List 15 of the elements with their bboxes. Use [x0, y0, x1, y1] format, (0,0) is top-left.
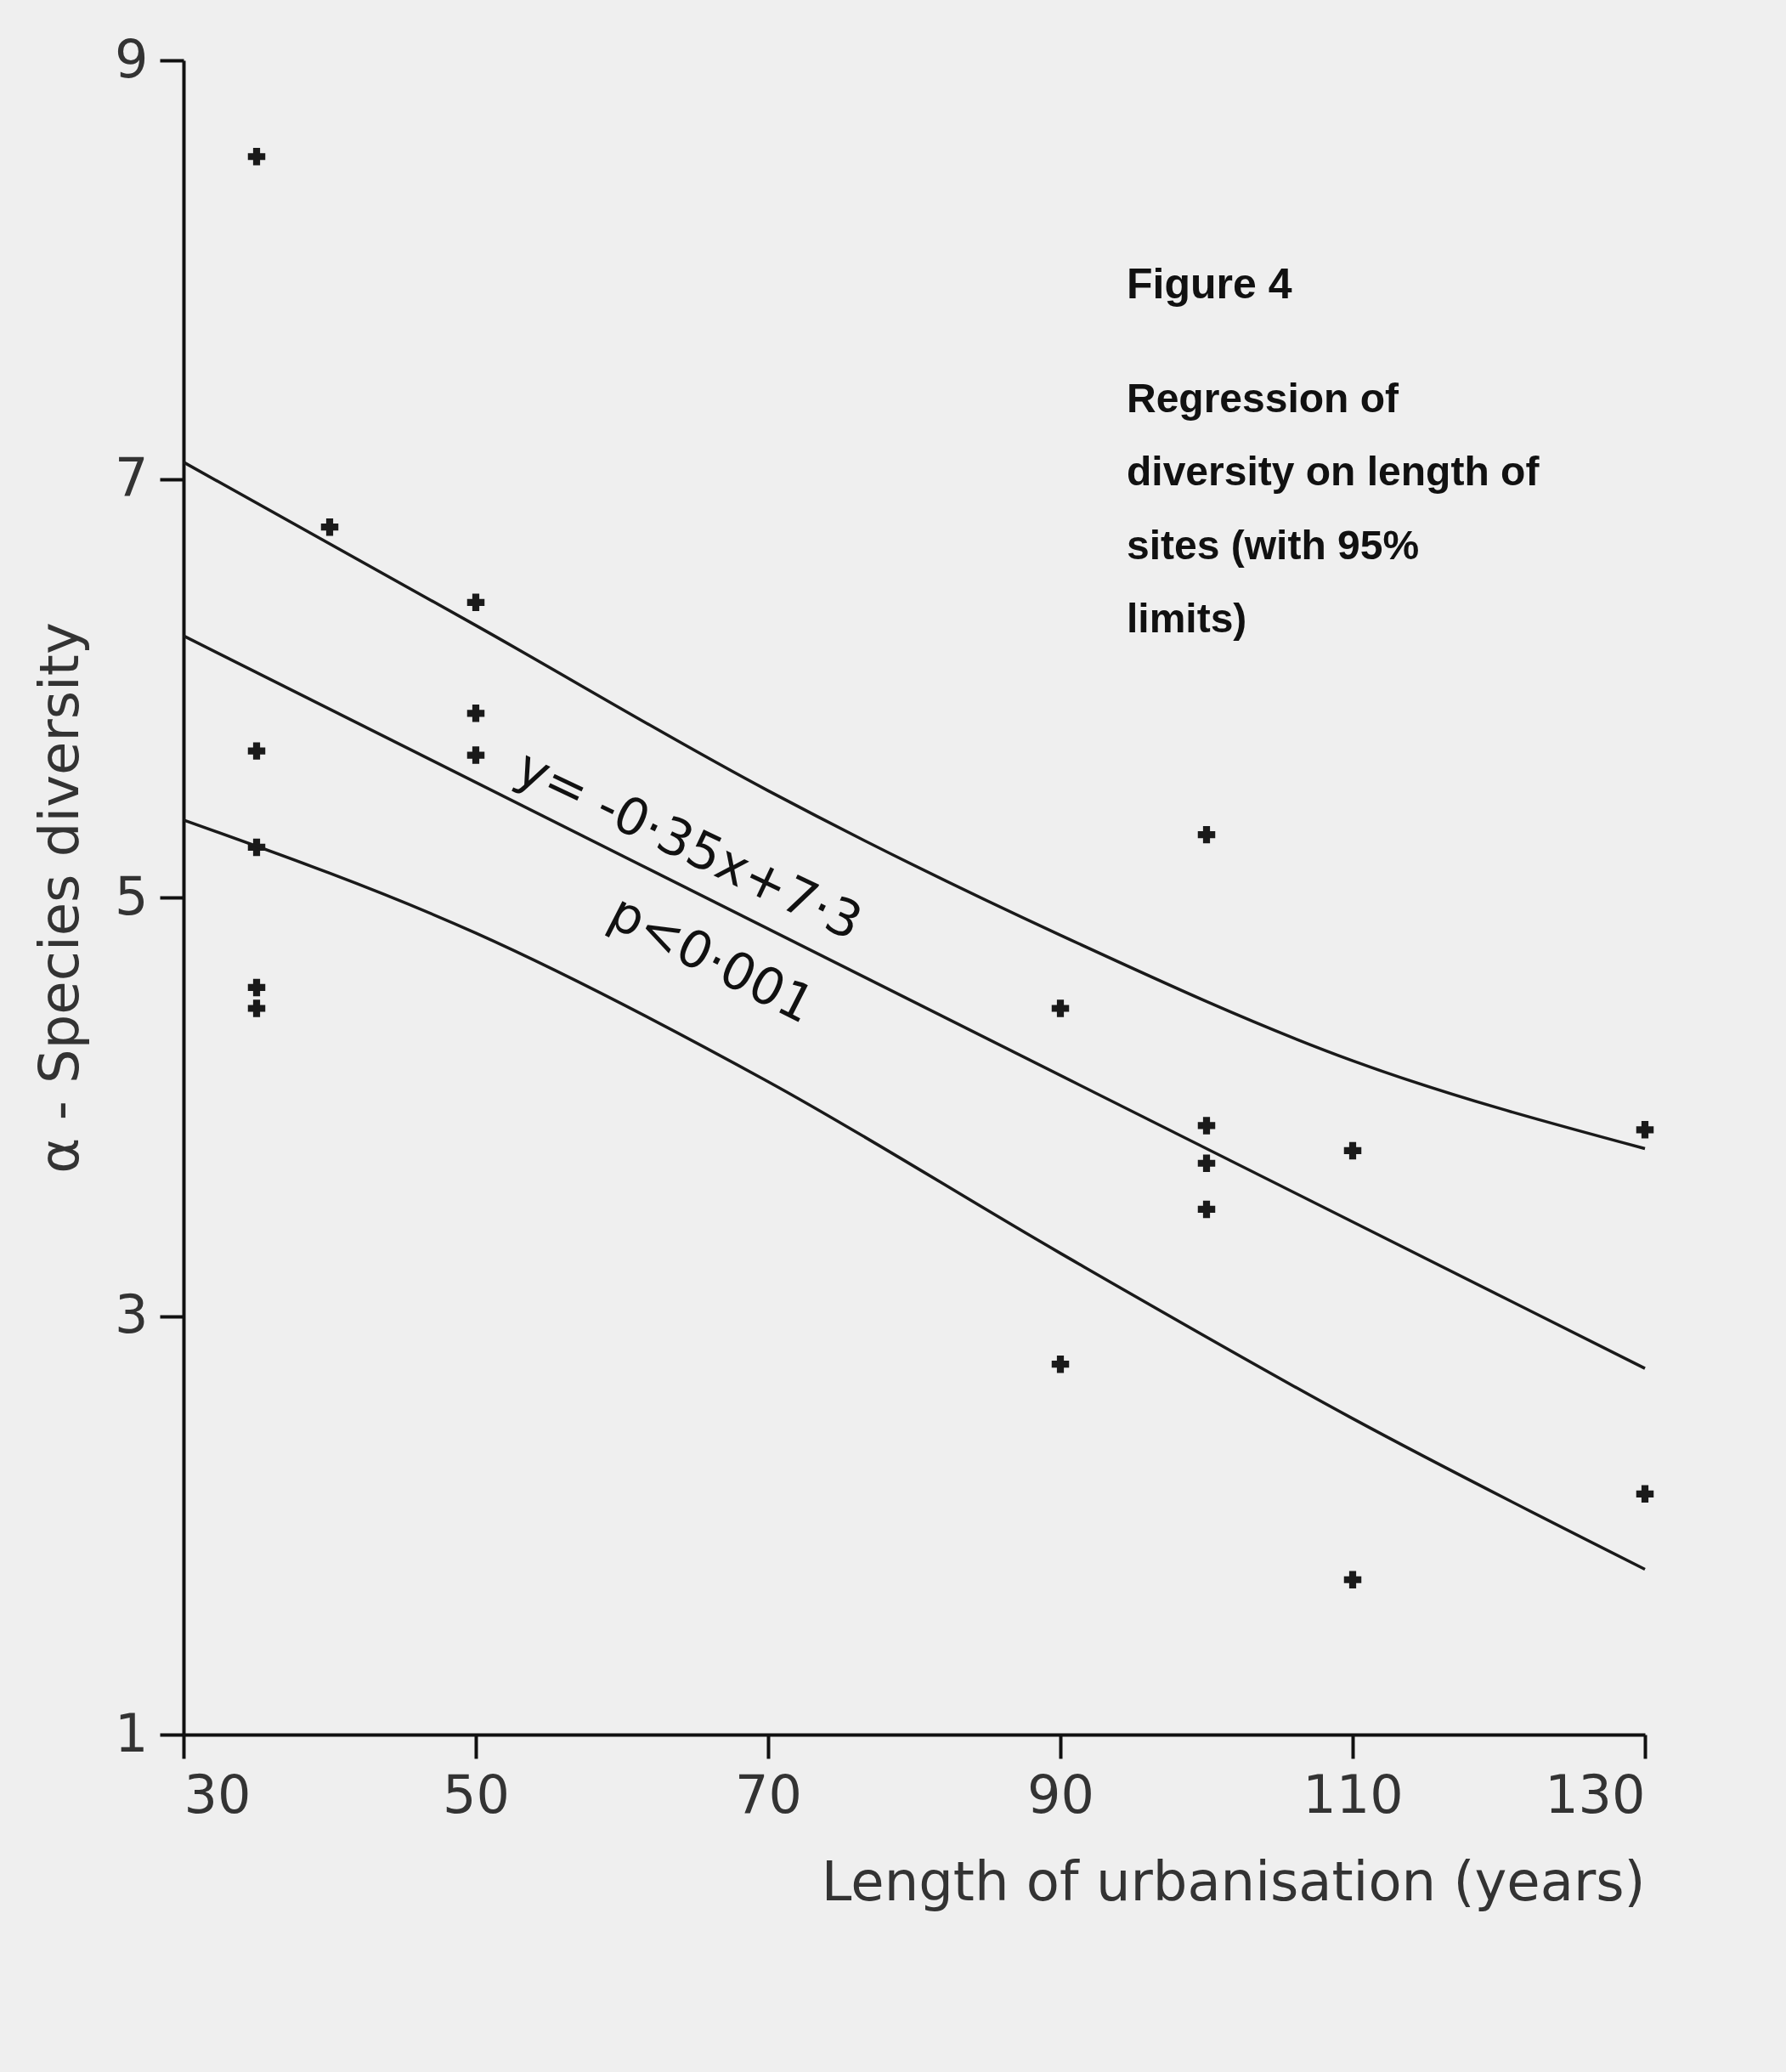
- y-tick-label: 7: [115, 446, 149, 508]
- y-tick-label: 5: [115, 864, 149, 927]
- annotation: Regression of diversity on length of sites (with 95% limits): [1127, 376, 1540, 642]
- annotation: Figure 4: [1127, 260, 1292, 308]
- x-tick-label: 70: [735, 1763, 802, 1826]
- x-tick-label: 90: [1027, 1763, 1094, 1826]
- y-tick-label: 9: [115, 27, 149, 90]
- x-axis-title: Length of urbanisation (years): [821, 1849, 1646, 1913]
- x-tick-label: 50: [443, 1763, 510, 1826]
- x-tick-label: 110: [1303, 1763, 1404, 1826]
- y-tick-label: 3: [115, 1283, 149, 1345]
- x-tick-label: 130: [1545, 1763, 1646, 1826]
- y-tick-label: 1: [115, 1701, 149, 1764]
- x-tick-label: 30: [184, 1763, 252, 1826]
- y-axis-title: α - Species diversity: [28, 622, 92, 1174]
